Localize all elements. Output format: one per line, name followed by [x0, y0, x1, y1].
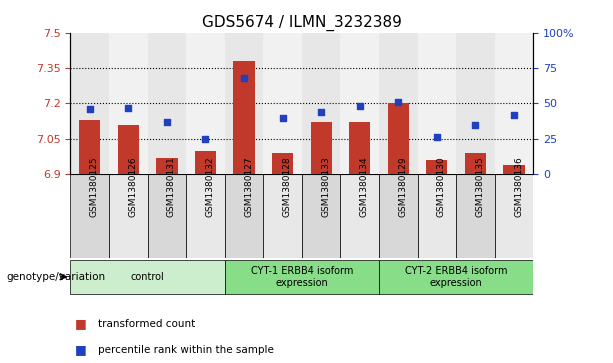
- Title: GDS5674 / ILMN_3232389: GDS5674 / ILMN_3232389: [202, 15, 402, 31]
- Bar: [465, 153, 486, 174]
- Point: [278, 115, 287, 121]
- Bar: [225, 174, 264, 258]
- Text: GSM1380129: GSM1380129: [398, 156, 407, 217]
- Text: GSM1380134: GSM1380134: [360, 156, 369, 217]
- Text: GSM1380125: GSM1380125: [89, 156, 99, 217]
- Text: GSM1380128: GSM1380128: [283, 156, 292, 217]
- Bar: [109, 33, 148, 174]
- Point: [316, 109, 326, 115]
- Bar: [148, 33, 186, 174]
- Point: [162, 119, 172, 125]
- Bar: [186, 33, 225, 174]
- Text: percentile rank within the sample: percentile rank within the sample: [98, 345, 274, 355]
- Bar: [379, 33, 417, 174]
- Text: GSM1380133: GSM1380133: [321, 156, 330, 217]
- Bar: [426, 160, 447, 174]
- Text: GSM1380130: GSM1380130: [437, 156, 446, 217]
- Text: control: control: [131, 272, 164, 282]
- Bar: [195, 151, 216, 174]
- Point: [509, 112, 519, 118]
- Bar: [349, 122, 370, 174]
- Text: GSM1380136: GSM1380136: [514, 156, 523, 217]
- Bar: [264, 33, 302, 174]
- Text: CYT-1 ERBB4 isoform
expression: CYT-1 ERBB4 isoform expression: [251, 266, 353, 287]
- Bar: [79, 120, 101, 174]
- Point: [123, 105, 133, 111]
- Bar: [340, 174, 379, 258]
- Bar: [302, 174, 340, 258]
- Text: ■: ■: [75, 343, 86, 356]
- Bar: [456, 33, 495, 174]
- Bar: [340, 33, 379, 174]
- Bar: [70, 174, 109, 258]
- Point: [239, 75, 249, 81]
- Bar: [70, 260, 225, 294]
- Bar: [302, 33, 340, 174]
- Bar: [417, 33, 456, 174]
- Bar: [417, 174, 456, 258]
- Text: GSM1380126: GSM1380126: [128, 156, 137, 217]
- Text: CYT-2 ERBB4 isoform
expression: CYT-2 ERBB4 isoform expression: [405, 266, 508, 287]
- Bar: [186, 174, 225, 258]
- Bar: [225, 33, 264, 174]
- Point: [200, 136, 210, 142]
- Point: [471, 122, 481, 127]
- Bar: [387, 103, 409, 174]
- Point: [355, 103, 365, 109]
- Bar: [379, 174, 417, 258]
- Text: GSM1380127: GSM1380127: [244, 156, 253, 217]
- Bar: [311, 122, 332, 174]
- Bar: [495, 33, 533, 174]
- Bar: [234, 61, 254, 174]
- Bar: [272, 153, 293, 174]
- Point: [394, 99, 403, 105]
- Bar: [503, 165, 525, 174]
- Text: GSM1380132: GSM1380132: [205, 156, 215, 217]
- Bar: [156, 158, 178, 174]
- Point: [85, 106, 94, 112]
- Text: transformed count: transformed count: [98, 319, 196, 329]
- Bar: [264, 174, 302, 258]
- Bar: [379, 260, 533, 294]
- Text: GSM1380131: GSM1380131: [167, 156, 176, 217]
- Bar: [70, 33, 109, 174]
- Bar: [118, 125, 139, 174]
- Bar: [109, 174, 148, 258]
- Text: genotype/variation: genotype/variation: [6, 272, 105, 282]
- Bar: [495, 174, 533, 258]
- Bar: [456, 174, 495, 258]
- Bar: [225, 260, 379, 294]
- Text: ■: ■: [75, 318, 86, 330]
- Point: [432, 135, 442, 140]
- Text: GSM1380135: GSM1380135: [476, 156, 484, 217]
- Bar: [148, 174, 186, 258]
